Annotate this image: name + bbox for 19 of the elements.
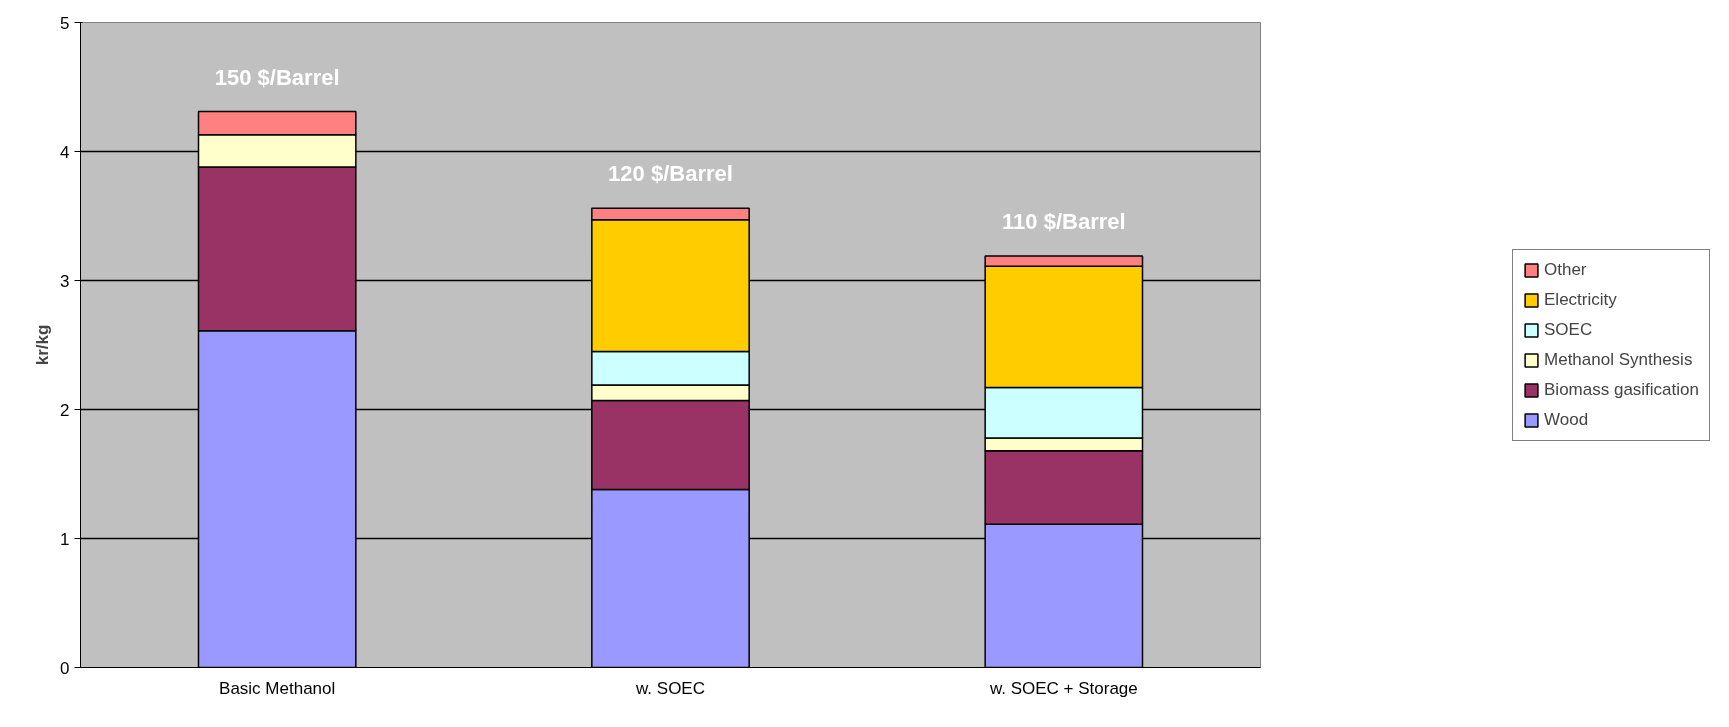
y-tick-label: 0 (60, 658, 70, 678)
y-tick-label: 5 (60, 13, 70, 33)
y-tick-label: 2 (60, 400, 70, 420)
x-tick-label: Basic Methanol (219, 678, 336, 698)
legend-label: Methanol Synthesis (1544, 349, 1693, 370)
y-tick-label: 4 (60, 142, 70, 162)
legend-label: Wood (1544, 409, 1589, 430)
legend-label: Biomass gasification (1544, 379, 1699, 400)
legend-label: Electricity (1544, 289, 1617, 310)
y-tick-label: 1 (60, 529, 70, 549)
annotation: 110 $/Barrel (1002, 208, 1126, 234)
x-tick-label: w. SOEC + Storage (988, 678, 1138, 698)
x-tick-label: w. SOEC (635, 678, 705, 698)
y-tick-label: 3 (60, 271, 70, 291)
legend-label: SOEC (1544, 319, 1593, 340)
annotation: 120 $/Barrel (608, 161, 733, 187)
annotation: 150 $/Barrel (214, 64, 340, 90)
y-axis-title: kr/kg (33, 324, 53, 366)
legend-label: Other (1544, 259, 1587, 280)
